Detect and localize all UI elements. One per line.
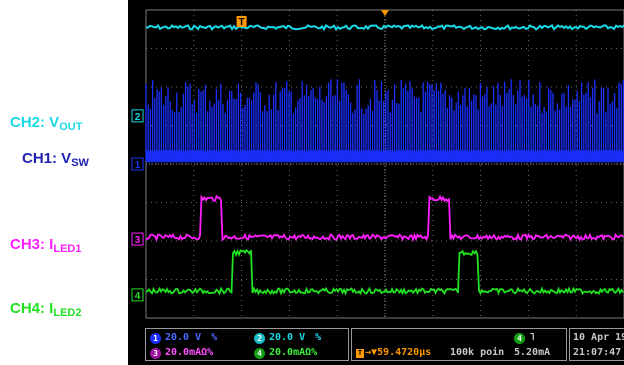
trigger-position-icon: T [356,349,364,358]
ch2-scale: 20.0 V [269,332,306,343]
ch2-coupling: % [315,332,322,343]
marker-ch2: 2 [135,112,141,123]
ch2-label: CH2: VOUT [10,114,83,133]
ch1-coupling: % [211,332,218,343]
record-length: 100k poin [450,347,505,358]
ch1-label: CH1: VSW [22,150,89,169]
ch1-scale: 20.0 V [165,332,202,343]
ch4-badge: 4 [254,348,265,359]
marker-ch2-box [131,109,144,123]
graticule [145,9,624,319]
timebase-box: 4 ˥ T →▼59.4720μs 100k poin 5.20mA [351,328,567,361]
marker-ch3: 3 [135,235,141,246]
time: 21:07:47 [573,347,622,358]
marker-ch1: 1 [135,160,141,171]
oscilloscope-screen: 2 1 3 4 T [128,0,624,365]
channel-markers: 2 1 3 4 T [131,10,389,302]
trigger-position: →▼59.4720μs [365,347,432,358]
ch4-scale: 20.0mAΩ% [269,347,318,358]
center-trigger-arrow [381,10,389,16]
ch3-label: CH3: ILED1 [10,236,82,255]
marker-ch3-box [131,232,144,246]
trigger-marker-box [236,16,247,27]
marker-ch1-box [131,157,144,171]
trace-ch4 [145,248,624,296]
marker-ch4-box [131,288,144,302]
channel-scale-box: 1 20.0 V % 2 20.0 V % 3 20.0mAΩ% 4 20.0mAΩ% [145,328,349,361]
trigger-level: 5.20mA [514,347,551,358]
waveform-plot: 2 1 3 4 T [131,9,624,319]
ch2-badge: 2 [254,333,265,344]
trigger-marker: T [239,17,245,28]
date: 10 Apr 19 [573,332,624,343]
datetime-box: 10 Apr 19 21:07:47 [569,328,624,361]
trigger-slope-icon: ˥ [529,332,536,343]
ch3-badge: 3 [150,348,161,359]
trace-ch1-band [146,150,624,163]
ch3-scale: 20.0mAΩ% [165,347,214,358]
ch1-badge: 1 [150,333,161,344]
marker-ch4: 4 [135,291,141,302]
status-bar: 1 20.0 V % 2 20.0 V % 3 20.0mAΩ% 4 20.0mAΩ% … [145,328,624,362]
trace-ch3 [145,193,624,243]
ch4-label: CH4: ILED2 [10,300,82,319]
trace-ch1 [145,79,624,162]
trigger-source-badge: 4 [514,333,525,344]
traces [145,23,624,296]
trace-ch2 [145,23,624,32]
